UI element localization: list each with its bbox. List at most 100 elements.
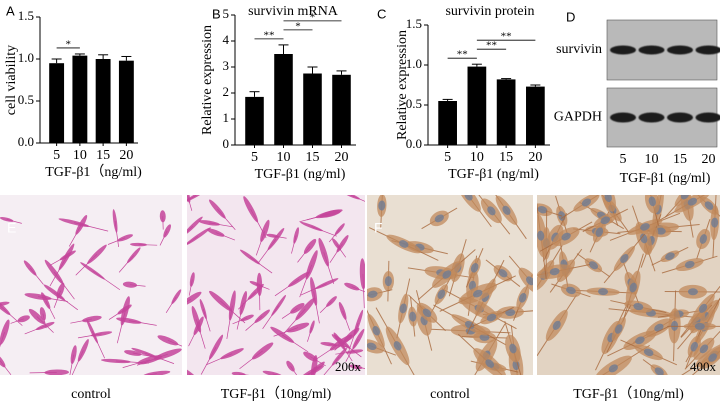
panel-label: E [7,220,16,236]
cell-process [255,230,266,256]
y-tick-label: 1 [223,110,230,125]
bar [118,60,134,143]
x-axis-label: TGF-β1 (ng/ml) [448,167,539,182]
cell-process [188,373,212,375]
y-axis-label: Relative expression [200,25,215,135]
nucleus [704,201,714,210]
panel-label: D [566,9,575,24]
y-tick-label: 0 [223,136,230,151]
blot-lane-label: 20 [702,152,716,167]
nucleus [422,308,432,318]
chart-title: survivin mRNA [248,4,339,19]
blot-x-label: TGF-β1 (ng/ml) [620,171,711,186]
blot-row-label: survivin [556,42,602,57]
y-tick-label: 0.5 [406,96,422,111]
cell-process [299,264,312,298]
magnification: 400x [690,359,717,374]
cell-process [92,270,121,291]
cell-process [209,222,233,228]
nucleus [684,260,695,269]
cell-process [71,350,84,375]
blot-band [638,45,665,55]
cell-process [53,290,61,308]
blot-band [638,112,665,123]
cell-process [114,220,119,248]
cell-process [68,224,82,247]
blot-band [610,45,636,55]
cell-process [188,325,199,347]
nucleus [472,289,483,298]
x-tick-label: 20 [335,150,349,165]
cell-process [328,229,341,243]
nucleus [629,282,637,293]
nucleus [600,216,611,225]
nucleus [384,276,392,287]
cell-process [127,373,157,375]
nucleus [519,292,527,303]
cell-process [236,302,244,330]
nucleus [378,200,386,211]
cell-process [351,286,365,294]
nucleus [694,322,705,330]
magnification: 200x [335,359,362,374]
nucleus [708,353,718,362]
x-tick-label: 5 [251,150,258,165]
nucleus [498,269,508,278]
x-tick-label: 10 [277,150,291,165]
cell-process [122,359,150,368]
cell-process [342,310,351,331]
cell-process [217,208,236,231]
x-tick-label: 10 [470,150,484,165]
nucleus [640,223,650,231]
cell-process [129,284,146,287]
y-tick-label: 4 [223,32,230,47]
nucleus [598,288,609,296]
nucleus [442,270,452,279]
cell-process [350,195,365,205]
nucleus [614,324,623,334]
panel-label: C [377,6,386,21]
y-tick-label: 3 [223,58,230,73]
cell-process [283,308,306,334]
significance-mark: ** [486,40,497,52]
nucleus [502,205,511,215]
blot-lane-label: 5 [620,152,627,167]
nucleus [655,227,666,235]
cell-process [116,310,126,344]
bar [95,59,111,143]
nucleus [581,198,592,207]
blot-band [667,45,693,55]
nucleus [437,289,446,299]
x-tick-label: 15 [499,150,513,165]
cell-process [128,320,157,326]
cell-process [297,246,311,263]
blot-lane-label: 15 [673,152,687,167]
y-tick-label: 0.5 [18,92,34,107]
x-tick-label: 20 [528,150,542,165]
cell-process [29,267,44,285]
cell-process [306,213,331,221]
cell [0,301,10,307]
nucleus [393,341,402,351]
bar [303,73,322,145]
cell-process [323,252,335,285]
nucleus [633,302,644,311]
blot-band [695,112,720,123]
nucleus [486,313,497,322]
blot-band [610,112,636,123]
cell-process [77,333,102,339]
cell-process [6,219,22,224]
cell-process [322,356,340,375]
cell-process [187,225,194,248]
cell-process [10,318,24,324]
y-tick-label: 5 [223,6,230,21]
nucleus [608,364,618,373]
x-tick-label: 10 [73,148,87,163]
blot-lane-label: 10 [645,152,659,167]
cells [537,195,720,375]
significance-mark: ** [264,29,275,41]
nucleus [409,311,417,322]
nucleus [604,195,612,203]
cell-process [0,332,5,360]
